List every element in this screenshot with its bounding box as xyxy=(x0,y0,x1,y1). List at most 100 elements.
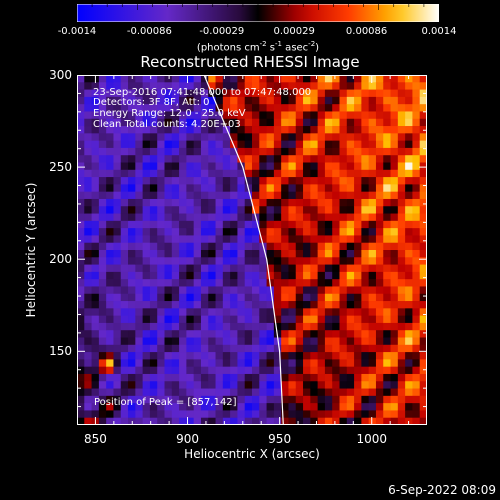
heatmap-cell xyxy=(317,104,326,112)
heatmap-cell xyxy=(237,155,246,163)
heatmap-cell xyxy=(149,104,158,112)
heatmap-cell xyxy=(368,359,377,368)
heatmap-cell xyxy=(113,264,122,273)
heatmap-cell xyxy=(252,359,260,368)
heatmap-cell xyxy=(237,118,246,127)
heatmap-cell xyxy=(412,140,421,149)
heatmap-cell xyxy=(215,315,224,324)
heatmap-cell xyxy=(310,147,319,156)
heatmap-cell xyxy=(281,250,289,258)
heatmap-cell xyxy=(375,359,384,368)
heatmap-cell xyxy=(215,133,224,142)
heatmap-cell xyxy=(237,388,246,397)
heatmap-cell xyxy=(324,286,333,295)
heatmap-cell xyxy=(397,155,406,163)
heatmap-cell xyxy=(368,104,377,112)
heatmap-cell xyxy=(324,104,333,112)
heatmap-cell xyxy=(237,96,246,105)
heatmap-cell xyxy=(128,89,136,98)
heatmap-cell xyxy=(179,337,187,346)
heatmap-cell xyxy=(200,308,209,317)
heatmap-cell xyxy=(120,315,129,324)
heatmap-cell xyxy=(164,388,173,397)
heatmap-cell xyxy=(200,286,209,295)
y-axis-label: Heliocentric Y (arcsec) xyxy=(24,182,38,318)
heatmap-cell xyxy=(266,395,275,404)
heatmap-cell xyxy=(361,322,370,331)
heatmap-cell xyxy=(77,220,85,229)
heatmap-cell xyxy=(390,96,399,105)
heatmap-cell xyxy=(200,337,209,346)
heatmap-cell xyxy=(354,213,362,222)
colorbar xyxy=(77,4,439,22)
heatmap-cell xyxy=(113,89,122,98)
heatmap-cell xyxy=(171,279,180,287)
heatmap-cell xyxy=(193,191,202,200)
heatmap-cell xyxy=(98,213,107,222)
heatmap-cell xyxy=(135,359,144,368)
heatmap-cell xyxy=(193,169,202,178)
heatmap-cell xyxy=(193,155,202,163)
heatmap-cell xyxy=(222,82,231,90)
heatmap-cell xyxy=(419,330,427,338)
heatmap-cell xyxy=(179,322,187,331)
heatmap-cell xyxy=(324,344,333,353)
heatmap-cell xyxy=(215,293,224,302)
heatmap-cell xyxy=(98,257,107,265)
heatmap-cell xyxy=(317,75,326,83)
heatmap-cell xyxy=(252,191,260,200)
heatmap-cell xyxy=(113,75,122,83)
heatmap-cell xyxy=(237,395,246,404)
heatmap-cell xyxy=(281,410,289,419)
heatmap-cell xyxy=(200,191,209,200)
heatmap-cell xyxy=(171,410,180,419)
heatmap-cell xyxy=(412,403,421,411)
heatmap-cell xyxy=(142,315,151,324)
heatmap-cell xyxy=(259,293,267,302)
heatmap-cell xyxy=(273,388,282,397)
heatmap-cell xyxy=(171,213,180,222)
heatmap-cell xyxy=(128,206,136,214)
heatmap-cell xyxy=(149,96,158,105)
heatmap-cell xyxy=(368,140,377,149)
heatmap-cell xyxy=(405,279,413,287)
heatmap-cell xyxy=(412,315,421,324)
heatmap-cell xyxy=(281,184,289,193)
heatmap-cell xyxy=(295,89,304,98)
heatmap-cell xyxy=(259,373,267,382)
heatmap-cell xyxy=(77,293,85,302)
heatmap-cell xyxy=(179,82,187,90)
heatmap-cell xyxy=(222,250,231,258)
heatmap-cell xyxy=(157,279,165,287)
heatmap-cell xyxy=(303,75,311,83)
heatmap-cell xyxy=(390,366,399,375)
heatmap-cell xyxy=(237,308,246,317)
heatmap-cell xyxy=(179,140,187,149)
heatmap-cell xyxy=(405,264,413,273)
footer-date: 6-Sep-2022 08:09 xyxy=(388,483,496,497)
heatmap-cell xyxy=(259,257,267,265)
heatmap-cell xyxy=(237,75,246,83)
heatmap-cell xyxy=(164,330,173,338)
heatmap-cell xyxy=(317,198,326,207)
heatmap-cell xyxy=(288,366,297,375)
heatmap-cell xyxy=(324,330,333,338)
heatmap-cell xyxy=(346,301,355,309)
heatmap-cell xyxy=(368,111,377,120)
heatmap-cell xyxy=(230,366,238,375)
heatmap-cell xyxy=(149,75,158,83)
heatmap-cell xyxy=(252,315,260,324)
heatmap-cell xyxy=(230,381,238,389)
heatmap-cell xyxy=(332,111,340,120)
heatmap-cell xyxy=(164,403,173,411)
heatmap-cell xyxy=(230,228,238,236)
heatmap-cell xyxy=(346,111,355,120)
heatmap-cell xyxy=(215,220,224,229)
heatmap-cell xyxy=(142,264,151,273)
heatmap-cell xyxy=(397,410,406,419)
heatmap-cell xyxy=(135,213,144,222)
heatmap-cell xyxy=(157,395,165,404)
heatmap-cell xyxy=(179,75,187,83)
heatmap-cell xyxy=(244,337,253,346)
heatmap-cell xyxy=(157,410,165,419)
